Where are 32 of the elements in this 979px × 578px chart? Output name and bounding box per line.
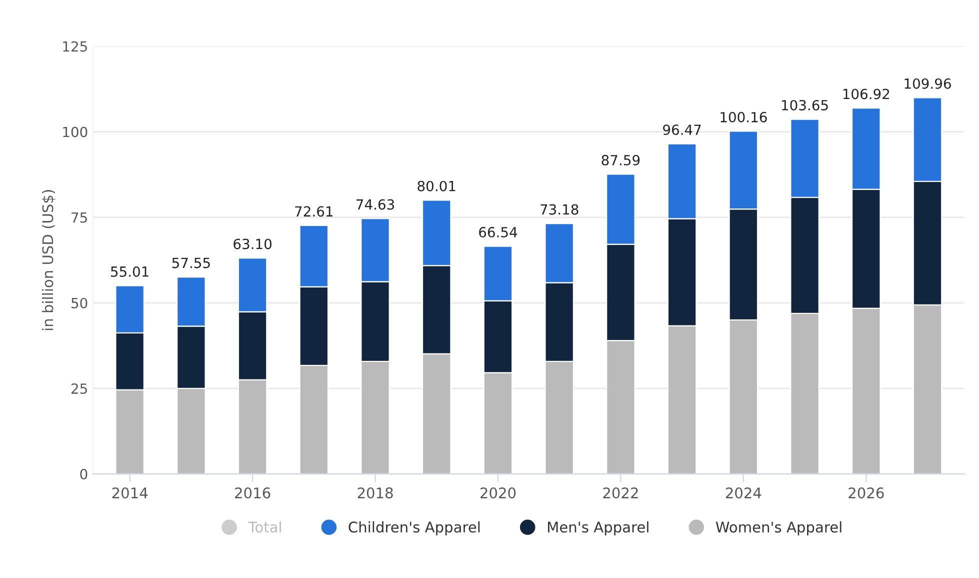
total-label: 100.16	[720, 112, 767, 122]
total-label: 63.10	[234, 238, 272, 250]
y-axis-title: in billion USD (US$)	[42, 190, 56, 330]
total-label: 80.01	[418, 180, 456, 192]
legend-label: Men's Apparel	[548, 521, 648, 536]
x-tick-label: 2024	[726, 487, 762, 498]
x-tick-label: 2018	[358, 487, 393, 498]
legend-label: Women's Apparel	[716, 521, 842, 536]
x-tick-label: 2026	[848, 487, 884, 498]
y-tick-label: 0	[80, 468, 88, 480]
y-tick-label: 50	[72, 298, 88, 308]
total-label: 109.96	[904, 78, 951, 89]
total-label: 55.01	[111, 266, 148, 277]
x-tick-label: 2016	[235, 487, 270, 498]
total-label: 87.59	[602, 154, 640, 166]
x-tick-label: 2020	[480, 487, 516, 498]
total-label: 74.63	[356, 199, 394, 210]
y-tick-label: 25	[71, 383, 87, 394]
total-label: 103.65	[782, 100, 828, 110]
total-label: 57.55	[172, 258, 210, 268]
total-label: 73.18	[540, 204, 578, 215]
x-tick-label: 2014	[112, 487, 148, 498]
x-tick-label: 2022	[603, 487, 638, 498]
y-tick-label: 75	[72, 212, 87, 223]
y-tick-label: 100	[63, 126, 88, 138]
y-tick-label: 125	[63, 41, 87, 52]
total-label: 72.61	[295, 206, 332, 217]
total-label: 66.54	[479, 226, 518, 238]
legend-label: Children's Apparel	[348, 521, 480, 536]
total-label: 106.92	[843, 88, 890, 100]
total-label: 96.47	[663, 124, 701, 136]
legend-label: Total	[248, 521, 281, 533]
